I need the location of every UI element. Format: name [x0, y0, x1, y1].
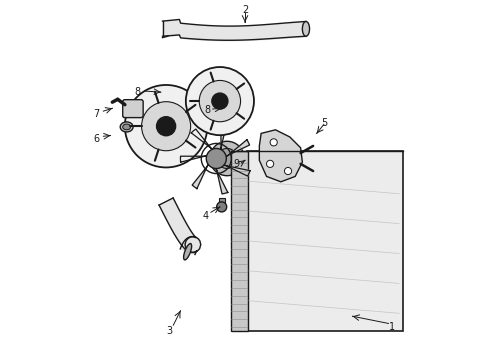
FancyBboxPatch shape	[122, 100, 143, 118]
Polygon shape	[159, 198, 201, 255]
Polygon shape	[191, 129, 215, 151]
Ellipse shape	[302, 22, 310, 36]
Circle shape	[206, 148, 226, 168]
Text: 2: 2	[242, 5, 248, 15]
Circle shape	[285, 167, 292, 175]
Circle shape	[142, 102, 191, 151]
Text: 5: 5	[321, 118, 327, 128]
FancyBboxPatch shape	[231, 151, 248, 330]
Polygon shape	[221, 164, 250, 176]
Text: 6: 6	[93, 134, 99, 144]
Polygon shape	[215, 166, 228, 194]
Circle shape	[217, 148, 237, 168]
Text: 1: 1	[389, 322, 395, 332]
Text: 9: 9	[233, 159, 239, 169]
Text: 8: 8	[134, 87, 141, 97]
Circle shape	[210, 141, 245, 176]
Circle shape	[217, 202, 227, 212]
Circle shape	[199, 80, 241, 122]
Ellipse shape	[184, 244, 192, 260]
Ellipse shape	[120, 122, 133, 132]
Polygon shape	[224, 140, 249, 158]
Circle shape	[186, 67, 254, 135]
Text: 7: 7	[93, 109, 99, 119]
Text: 8: 8	[204, 105, 210, 115]
Circle shape	[270, 139, 277, 146]
Circle shape	[125, 85, 207, 167]
Circle shape	[157, 117, 175, 136]
Circle shape	[212, 93, 228, 109]
Polygon shape	[123, 101, 142, 117]
Circle shape	[267, 160, 274, 167]
Text: 4: 4	[202, 211, 209, 221]
FancyBboxPatch shape	[247, 151, 403, 330]
Text: 3: 3	[167, 325, 173, 336]
Ellipse shape	[122, 124, 131, 130]
FancyBboxPatch shape	[219, 198, 224, 203]
Polygon shape	[220, 123, 226, 152]
Polygon shape	[259, 130, 302, 182]
Polygon shape	[180, 155, 209, 162]
Polygon shape	[192, 162, 210, 189]
